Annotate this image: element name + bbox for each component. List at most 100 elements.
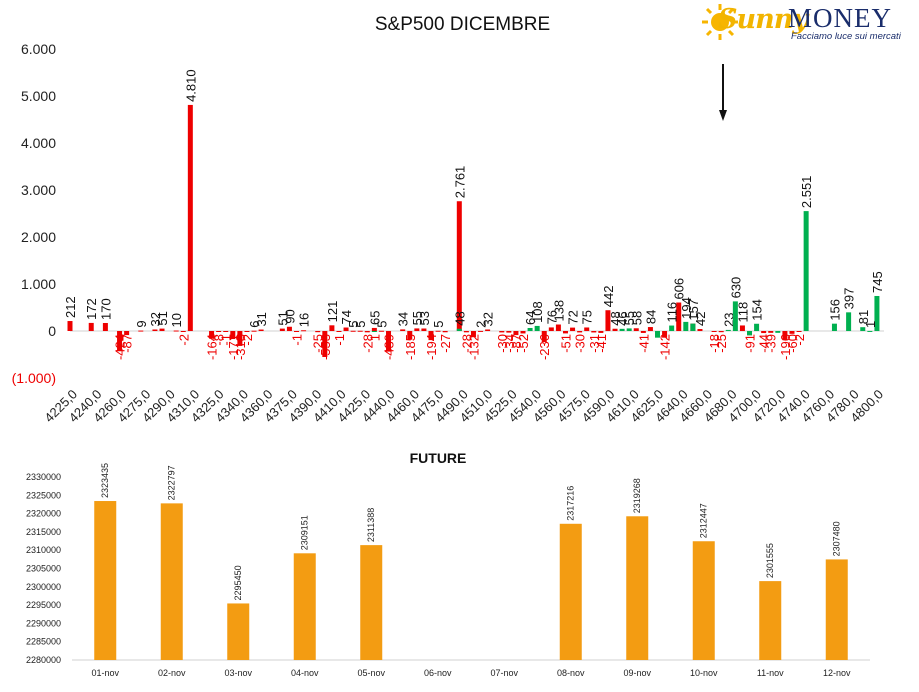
data-label: 55 — [410, 311, 425, 325]
bar — [364, 331, 370, 333]
data-label: 212 — [63, 296, 78, 318]
data-label: 2307480 — [832, 521, 842, 556]
data-label: 121 — [325, 301, 340, 323]
data-label: 48 — [452, 311, 467, 325]
x-tick-label: 12-nov — [823, 668, 851, 678]
data-label: 65 — [367, 310, 382, 324]
x-tick-label: 08-nov — [557, 668, 585, 678]
bar — [160, 503, 183, 660]
data-label: 172 — [84, 298, 99, 320]
data-label: 34 — [396, 312, 411, 326]
data-label: -91 — [743, 334, 758, 353]
data-label: 32 — [481, 312, 496, 326]
bar — [584, 327, 590, 331]
bar — [591, 331, 597, 333]
data-label: 1 — [367, 334, 382, 341]
data-label: 2295450 — [233, 565, 243, 600]
data-label: -1 — [332, 334, 347, 346]
data-label: 5 — [431, 321, 446, 328]
data-label: 108 — [530, 301, 545, 323]
bar — [251, 330, 257, 332]
data-label: 2317216 — [566, 486, 576, 521]
x-tick-label: 04-nov — [291, 668, 319, 678]
y-tick-label: 2290000 — [26, 618, 61, 628]
x-tick-label: 03-nov — [224, 668, 252, 678]
y-tick-label: 1.000 — [21, 276, 56, 292]
y-tick-label: 2310000 — [26, 545, 61, 555]
bar — [796, 331, 802, 332]
data-label: 75 — [580, 310, 595, 324]
data-label: -8 — [212, 334, 227, 346]
bar — [102, 323, 108, 331]
bar — [357, 330, 363, 332]
y-tick-label: 2315000 — [26, 527, 61, 537]
data-label: 5 — [346, 321, 361, 328]
bar — [499, 331, 505, 333]
data-label: 2311388 — [366, 508, 376, 542]
bar — [315, 331, 321, 333]
bar — [831, 323, 837, 331]
bar — [718, 331, 724, 333]
data-label: -18 — [707, 334, 722, 353]
x-tick-label: 02-nov — [158, 668, 186, 678]
bar — [279, 328, 285, 331]
data-label: -30 — [495, 334, 510, 353]
x-tick-label: 10-nov — [690, 668, 718, 678]
bar — [187, 104, 193, 332]
data-label: -236 — [537, 334, 552, 360]
data-label: -51 — [558, 334, 573, 353]
data-label: -424 — [113, 334, 128, 360]
bar — [874, 295, 880, 331]
data-label: 72 — [566, 310, 581, 324]
bar — [67, 321, 73, 331]
bar — [421, 328, 427, 331]
bar — [626, 516, 649, 660]
data-label: 157 — [686, 299, 701, 321]
bar — [747, 331, 753, 336]
data-label: -553 — [318, 334, 333, 360]
bar — [548, 327, 554, 331]
bar — [456, 201, 462, 331]
brand-name-money: MONEY — [788, 3, 892, 33]
data-label: 76 — [544, 310, 559, 324]
y-tick-label: (1.000) — [12, 370, 56, 386]
chart-title: S&P500 DICEMBRE — [374, 14, 551, 35]
bar — [407, 331, 413, 340]
x-tick-label: 06-nov — [424, 668, 452, 678]
y-tick-label: 4.000 — [21, 135, 56, 151]
data-label: 81 — [856, 310, 871, 324]
data-label: 2322797 — [167, 465, 177, 500]
top-bar-chart: 6.0005.0004.0003.0002.0001.0000(1.000)21… — [12, 41, 886, 425]
y-tick-label: 2295000 — [26, 600, 61, 610]
data-label: 2.551 — [799, 176, 814, 209]
bar — [456, 328, 462, 331]
bar — [860, 327, 866, 331]
bar — [322, 331, 328, 357]
y-tick-label: 2320000 — [26, 509, 61, 519]
bar — [541, 331, 547, 343]
data-label: -2 — [176, 334, 191, 346]
data-label: 64 — [523, 311, 538, 325]
bar — [209, 331, 215, 339]
bar — [559, 523, 582, 660]
bar — [94, 501, 117, 660]
bar — [789, 331, 795, 334]
data-label: -185 — [403, 334, 418, 360]
bar — [258, 329, 264, 331]
data-label: -41 — [636, 334, 651, 353]
x-tick-label: 07-nov — [490, 668, 518, 678]
bar — [867, 330, 873, 332]
data-label: -439 — [382, 334, 397, 360]
bar — [725, 329, 731, 331]
data-label: 2323435 — [100, 463, 110, 498]
bar — [739, 325, 745, 331]
y-tick-label: 6.000 — [21, 41, 56, 57]
data-label: 2312447 — [699, 503, 709, 538]
data-label: -2 — [792, 334, 807, 346]
data-label: -25 — [714, 334, 729, 353]
data-label: 55 — [622, 311, 637, 325]
bar — [732, 301, 738, 331]
data-label: -196 — [778, 334, 793, 360]
data-label: 194 — [679, 297, 694, 319]
data-label: 2319268 — [632, 478, 642, 513]
